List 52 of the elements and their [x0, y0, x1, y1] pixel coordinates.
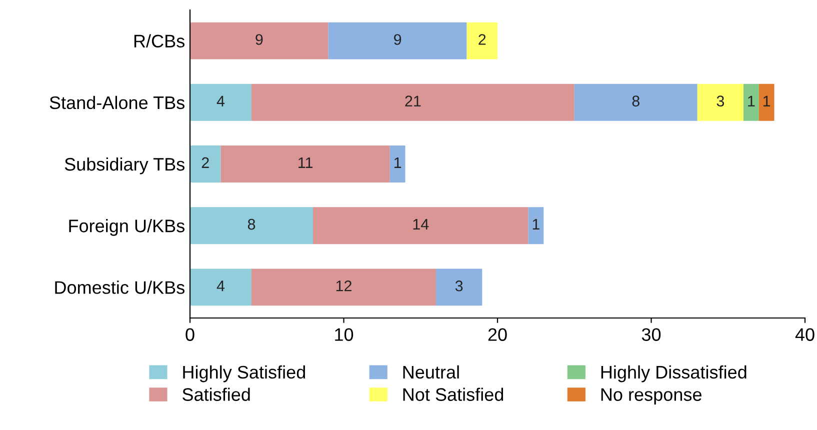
- bar: [190, 268, 252, 306]
- x-tick-label: 40: [795, 328, 814, 341]
- bar: [697, 84, 744, 121]
- bar: [466, 22, 498, 60]
- data-label: 1: [763, 96, 770, 106]
- bar: [758, 84, 774, 121]
- bar: [328, 22, 467, 60]
- y-tick-label: R/CBs: [134, 34, 184, 48]
- x-tick-label: 10: [335, 328, 354, 341]
- bar: [390, 146, 406, 182]
- bar: [190, 146, 221, 182]
- data-label: 4: [216, 280, 225, 292]
- bar: [190, 207, 313, 244]
- data-label: 8: [248, 218, 256, 230]
- y-tick-label: Subsidiary TBs: [64, 157, 184, 174]
- data-label: 2: [202, 157, 209, 168]
- data-label: 14: [413, 219, 429, 230]
- bar: [313, 207, 528, 244]
- bar: [744, 84, 759, 121]
- data-label: 9: [394, 34, 402, 45]
- legend-label: Not Satisfied: [403, 388, 504, 401]
- bar: [528, 207, 544, 244]
- data-label: 3: [716, 96, 724, 106]
- legend-label: Highly Dissatisfied: [601, 365, 746, 382]
- bar: [252, 268, 436, 306]
- legend-label: No response: [601, 388, 702, 405]
- legend-label: Satisfied: [182, 388, 250, 401]
- data-label: 8: [632, 96, 640, 106]
- x-tick-label: 0: [186, 328, 194, 341]
- y-tick-label: Stand-Alone TBs: [50, 96, 184, 110]
- data-label: 11: [298, 157, 312, 168]
- y-tick-label: Foreign U/KBs: [69, 219, 184, 236]
- data-label: 1: [394, 157, 402, 168]
- data-label: 1: [748, 96, 755, 106]
- bar: [220, 146, 390, 182]
- data-label: 12: [336, 280, 352, 292]
- x-tick-label: 30: [642, 328, 661, 341]
- data-label: 2: [478, 34, 486, 45]
- bar: [252, 84, 574, 121]
- data-label: 4: [216, 96, 225, 106]
- y-tick-label: Domestic U/KBs: [55, 280, 184, 294]
- legend-label: Neutral: [403, 365, 459, 379]
- data-label: 1: [532, 219, 540, 230]
- data-label: 3: [455, 280, 463, 292]
- data-label: 9: [256, 34, 263, 45]
- x-tick-label: 20: [488, 328, 507, 341]
- bar: [190, 84, 252, 121]
- bar: [574, 84, 698, 121]
- data-label: 21: [405, 96, 421, 106]
- bar: [436, 268, 482, 306]
- bar: [190, 22, 328, 60]
- legend-label: Highly Satisfied: [183, 365, 305, 382]
